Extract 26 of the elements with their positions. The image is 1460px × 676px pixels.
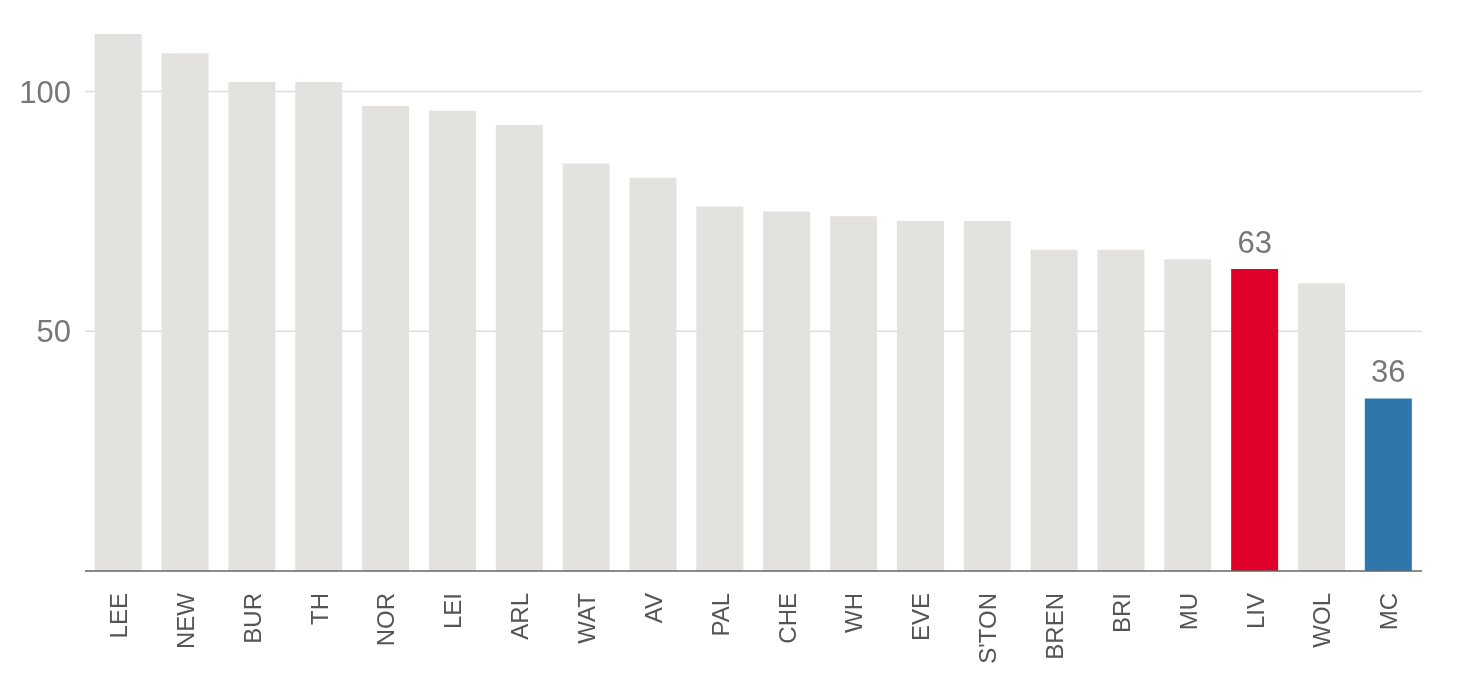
- y-tick-label: 100: [19, 74, 71, 110]
- x-tick-label: PAL: [706, 593, 734, 637]
- x-tick-label: ARL: [506, 593, 534, 640]
- x-tick-label: BRI: [1107, 593, 1135, 634]
- x-tick-label: BUR: [238, 593, 266, 644]
- x-tick-label: MU: [1174, 593, 1202, 631]
- bar: [1364, 398, 1412, 571]
- data-label: 36: [1371, 354, 1406, 390]
- data-label: 63: [1237, 224, 1272, 260]
- x-tick-label: AV: [639, 593, 667, 624]
- x-tick-label: BREN: [1040, 593, 1068, 660]
- x-tick-label: EVE: [907, 593, 935, 642]
- x-tick-label: MC: [1375, 593, 1403, 631]
- x-tick-label: LEI: [439, 593, 467, 630]
- x-tick-label: NEW: [171, 592, 199, 649]
- x-tick-label: TH: [305, 593, 333, 625]
- x-tick-label: WOL: [1308, 593, 1336, 648]
- x-tick-label: WH: [840, 593, 868, 633]
- x-tick-label: LEE: [105, 593, 133, 639]
- x-tick-label: NOR: [372, 593, 400, 647]
- bar: [1231, 268, 1279, 571]
- x-tick-label: S'TON: [974, 593, 1002, 664]
- x-tick-label: LIV: [1241, 593, 1269, 630]
- y-tick-label: 50: [36, 314, 71, 350]
- x-tick-label: WAT: [573, 592, 601, 644]
- x-tick-label: CHE: [773, 593, 801, 644]
